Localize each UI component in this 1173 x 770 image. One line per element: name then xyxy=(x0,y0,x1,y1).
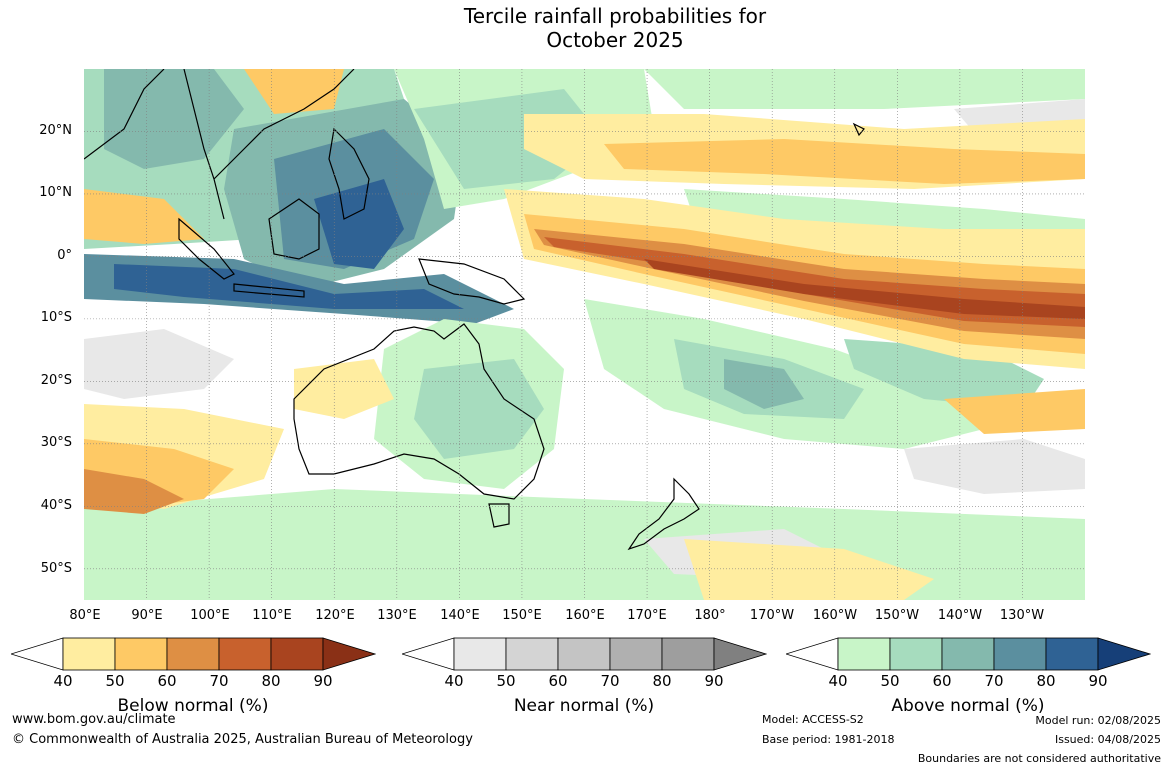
colorbar-near-tick-70: 70 xyxy=(600,672,620,690)
map-title-line2: October 2025 xyxy=(546,28,684,52)
colorbar-above-tick-60: 60 xyxy=(932,672,952,690)
hawaii-coastline xyxy=(852,122,865,137)
colorbar-above-tick-90: 90 xyxy=(1088,672,1108,690)
colorbar-below-extend xyxy=(322,637,376,671)
lon-label-100e: 100°E xyxy=(190,608,230,623)
colorbar-below-tick-90: 90 xyxy=(313,672,333,690)
lon-label-140w: 140°W xyxy=(937,608,983,623)
probability-map-canvas xyxy=(84,69,1085,600)
colorbar-below-tick-50: 50 xyxy=(105,672,125,690)
lat-label-40s: 40°S xyxy=(40,498,72,513)
colorbar-above-bin-4 xyxy=(993,637,1047,671)
colorbar-above-label: Above normal (%) xyxy=(891,696,1045,716)
map-title: Tercile rainfall probabilities for Octob… xyxy=(300,4,930,52)
lon-label-150e: 150°E xyxy=(502,608,542,623)
colorbar-below-normal xyxy=(11,637,376,671)
java-coastline xyxy=(233,283,305,298)
colorbar-above-tick-40: 40 xyxy=(828,672,848,690)
boundaries-disclaimer: Boundaries are not considered authoritat… xyxy=(917,752,1161,765)
issued-date: Issued: 04/08/2025 xyxy=(1054,733,1161,746)
colorbar-below-tick-70: 70 xyxy=(209,672,229,690)
probability-map xyxy=(84,69,1085,600)
asia-coastline xyxy=(84,69,355,220)
colorbar-near-bin-4 xyxy=(609,637,663,671)
colorbar-near-label: Near normal (%) xyxy=(513,696,655,716)
graticule xyxy=(84,69,1085,600)
borneo-coastline xyxy=(268,198,320,260)
tasmania-coastline xyxy=(488,503,510,528)
lon-label-130w: 130°W xyxy=(999,608,1045,623)
lon-label-110e: 110°E xyxy=(252,608,292,623)
philippines-coastline xyxy=(328,127,370,220)
lon-label-130e: 130°E xyxy=(377,608,417,623)
lon-label-180: 180° xyxy=(694,608,726,623)
colorbar-below-bin-2 xyxy=(114,637,168,671)
colorbar-near-tick-80: 80 xyxy=(652,672,672,690)
model-info: Model: ACCESS-S2 xyxy=(762,713,864,726)
colorbar-above-tick-50: 50 xyxy=(880,672,900,690)
colorbar-above-normal xyxy=(786,637,1151,671)
base-period-info: Base period: 1981-2018 xyxy=(762,733,895,746)
colorbar-above-tick-80: 80 xyxy=(1036,672,1056,690)
lon-label-150w: 150°W xyxy=(874,608,920,623)
colorbar-near-bin-3 xyxy=(557,637,611,671)
below-normal-regions xyxy=(84,69,1085,600)
lon-label-140e: 140°E xyxy=(440,608,480,623)
colorbar-near-bin-5 xyxy=(661,637,715,671)
lon-label-170e: 170°E xyxy=(627,608,667,623)
lon-label-90e: 90°E xyxy=(131,608,163,623)
bom-website-link[interactable]: www.bom.gov.au/climate xyxy=(12,712,176,727)
lon-label-170w: 170°W xyxy=(749,608,795,623)
colorbar-below-bin-1 xyxy=(62,637,116,671)
colorbar-below-tick-60: 60 xyxy=(157,672,177,690)
colorbar-above-extend xyxy=(1097,637,1151,671)
colorbar-below-label: Below normal (%) xyxy=(117,696,269,716)
lat-label-50s: 50°S xyxy=(40,561,72,576)
copyright-notice: © Commonwealth of Australia 2025, Austra… xyxy=(12,732,473,747)
lat-label-10n: 10°N xyxy=(39,185,72,200)
lat-label-0: 0° xyxy=(57,248,72,263)
colorbar-near-tick-60: 60 xyxy=(548,672,568,690)
lat-label-20n: 20°N xyxy=(39,123,72,138)
new-guinea-coastline xyxy=(418,258,526,305)
lon-label-160w: 160°W xyxy=(812,608,858,623)
colorbar-above-tick-70: 70 xyxy=(984,672,1004,690)
lat-label-10s: 10°S xyxy=(40,310,72,325)
colorbar-above-bin-5 xyxy=(1045,637,1099,671)
colorbar-below-tick-40: 40 xyxy=(53,672,73,690)
lat-label-20s: 20°S xyxy=(40,373,72,388)
colorbar-near-normal xyxy=(402,637,767,671)
colorbar-below-bin-5 xyxy=(270,637,324,671)
colorbar-near-extend xyxy=(713,637,767,671)
colorbar-near-tick-50: 50 xyxy=(496,672,516,690)
map-title-line1: Tercile rainfall probabilities for xyxy=(463,4,767,28)
lon-label-120e: 120°E xyxy=(315,608,355,623)
colorbar-near-bin-1 xyxy=(453,637,507,671)
colorbar-below-bin-4 xyxy=(218,637,272,671)
lon-label-160e: 160°E xyxy=(565,608,605,623)
colorbar-above-bin-2 xyxy=(889,637,943,671)
lat-label-30s: 30°S xyxy=(40,435,72,450)
colorbar-near-bin-2 xyxy=(505,637,559,671)
colorbar-above-bin-1 xyxy=(837,637,891,671)
sumatra-coastline xyxy=(178,217,235,280)
colorbar-below-tick-80: 80 xyxy=(261,672,281,690)
model-run-info: Model run: 02/08/2025 xyxy=(1035,714,1161,727)
colorbar-near-tick-40: 40 xyxy=(444,672,464,690)
new-zealand-coastline xyxy=(627,477,700,551)
colorbar-below-bin-3 xyxy=(166,637,220,671)
colorbar-above-bin-3 xyxy=(941,637,995,671)
lon-label-80e: 80°E xyxy=(69,608,101,623)
colorbar-near-tick-90: 90 xyxy=(704,672,724,690)
